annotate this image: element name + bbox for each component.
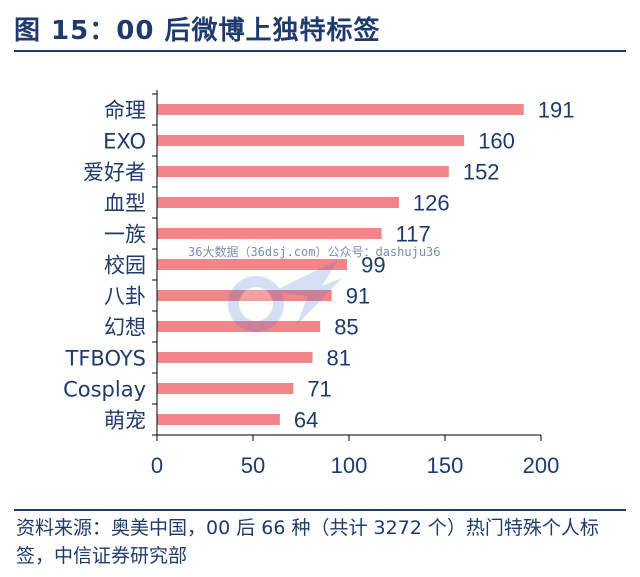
data-label: 81 (327, 346, 351, 371)
data-label: 160 (478, 129, 515, 154)
data-label: 71 (307, 377, 331, 402)
bar (157, 166, 449, 177)
bar (157, 104, 524, 115)
bar (157, 321, 321, 332)
bar (157, 259, 348, 270)
category-label: 命理 (104, 99, 146, 123)
x-tick-label: 50 (241, 453, 265, 478)
category-label: EXO (103, 130, 146, 154)
data-label: 152 (463, 160, 500, 185)
category-label: 八卦 (104, 285, 146, 309)
axis-layer: 0 50 100 150 200 (151, 90, 559, 478)
watermark-logo (226, 256, 344, 340)
category-label: 校园 (104, 254, 146, 278)
data-label: 64 (294, 408, 318, 433)
category-label: 爱好者 (83, 161, 146, 185)
category-label: Cosplay (63, 378, 146, 402)
category-label: 血型 (104, 192, 146, 216)
category-label: TFBOYS (65, 347, 146, 371)
bar (157, 352, 313, 363)
x-tick-label: 0 (151, 453, 163, 478)
bars-layer: 191 命理 160 EXO 152 爱好者 126 血型 117 一族 99 校园 91 八卦 85 幻想 8… (63, 98, 574, 433)
category-label: 幻想 (104, 316, 146, 340)
watermark-text: 36大数据（36dsj.com）公众号：dashuju36 (188, 245, 441, 259)
category-label: 萌宠 (104, 409, 146, 433)
bar (157, 135, 465, 146)
bar (157, 290, 332, 301)
bar (157, 383, 294, 394)
title-rule (14, 50, 626, 52)
bar (157, 414, 280, 425)
data-label: 191 (538, 98, 575, 123)
data-label: 126 (413, 191, 450, 216)
data-label: 99 (361, 253, 385, 278)
bar (157, 228, 382, 239)
source-rule (14, 509, 626, 511)
data-label: 85 (334, 315, 358, 340)
source-note: 资料来源：奥美中国，00 后 66 种（共计 3272 个）热门特殊个人标签，中… (16, 517, 599, 567)
bar (157, 197, 399, 208)
data-label: 91 (346, 284, 370, 309)
figure-title: 图 15：00 后微博上独特标签 (14, 16, 381, 46)
data-label: 117 (396, 222, 431, 247)
x-tick-label: 200 (523, 453, 560, 478)
category-label: 一族 (104, 223, 146, 247)
x-tick-label: 100 (331, 453, 368, 478)
x-tick-label: 150 (427, 453, 464, 478)
